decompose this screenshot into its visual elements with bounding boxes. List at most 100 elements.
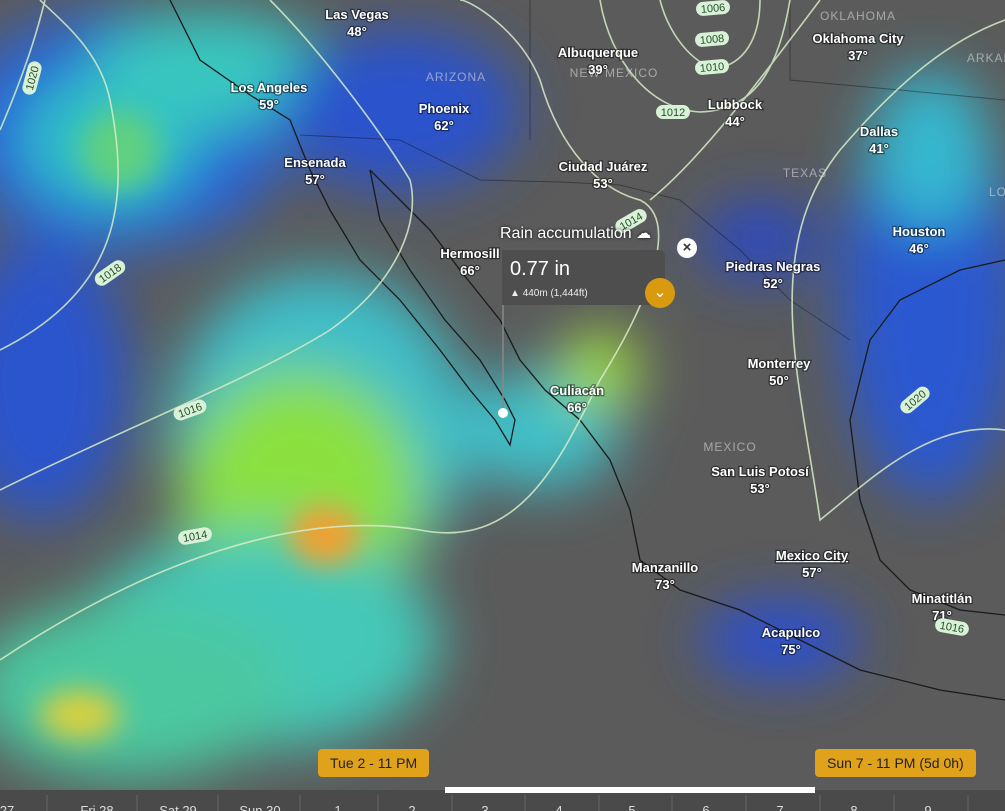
- isobar-value: 1014: [182, 529, 208, 545]
- city-temp: 57°: [305, 172, 325, 187]
- city-temp: 52°: [763, 276, 783, 291]
- city-name: Piedras Negras: [726, 259, 821, 274]
- region-label: NEW MEXICO: [570, 66, 659, 80]
- popup-value: 0.77 in: [510, 258, 571, 280]
- isobar-value: 1010: [699, 61, 724, 75]
- city-temp: 57°: [802, 565, 822, 580]
- popup-title: Rain accumulation ☁: [500, 224, 651, 243]
- city-temp: 62°: [434, 118, 454, 133]
- city-temp: 50°: [769, 373, 789, 388]
- timeline-day: 9: [924, 803, 931, 811]
- city-name: Albuquerque: [558, 45, 638, 60]
- isobar-badge: [615, 209, 647, 233]
- isobar-label: 1014: [178, 527, 212, 545]
- region-label: TEXAS: [783, 166, 827, 180]
- region-label: MEXICO: [703, 440, 756, 454]
- elevation-text: 440m (1,444ft): [522, 288, 588, 299]
- isobar-badge: [94, 260, 126, 286]
- region-label: ARIZONA: [426, 70, 486, 84]
- isobar-label: 1020: [22, 61, 42, 95]
- popup-body: 0.77 in ▲ 440m (1,444ft) ⌄: [502, 250, 675, 308]
- popup-close[interactable]: ×: [677, 238, 697, 258]
- city-temp: 37°: [848, 48, 868, 63]
- popup-expand[interactable]: ⌄: [645, 278, 675, 308]
- city-name: Acapulco: [762, 625, 821, 640]
- isobar-label: 1010: [695, 59, 729, 75]
- isobar-value: 1006: [700, 2, 725, 16]
- timeline-day: 3: [481, 803, 488, 811]
- isobar-value: 1016: [939, 620, 965, 636]
- city-name: San Luis Potosí: [711, 464, 809, 479]
- coastlines: [169, 0, 1005, 701]
- city-temp: 41°: [869, 141, 889, 156]
- timeline-day: 8: [850, 803, 857, 811]
- city-name: Lubbock: [708, 97, 763, 112]
- popup-pin: [498, 408, 508, 418]
- popup: Rain accumulation ☁ × 0.77 in ▲ 440m (1,…: [500, 224, 697, 308]
- timeline-day: 6: [702, 803, 709, 811]
- region-label: OKLAHOMA: [820, 9, 896, 23]
- city-name: Dallas: [860, 124, 898, 139]
- isobar-badge: [935, 618, 969, 636]
- city-name: Manzanillo: [632, 560, 699, 575]
- isobar-label: 1008: [695, 31, 729, 47]
- timeline-range[interactable]: [445, 787, 815, 793]
- isobar-badge: [178, 527, 212, 545]
- isobar-badge: [656, 105, 690, 119]
- city-temp: 44°: [725, 114, 745, 129]
- city-temp: 48°: [347, 24, 367, 39]
- popup-elevation: ▲ 440m (1,444ft): [510, 288, 588, 299]
- city-temp: 66°: [460, 263, 480, 278]
- city-temp: 66°: [567, 400, 587, 415]
- city-temp: 59°: [259, 97, 279, 112]
- region-label: LO: [989, 185, 1005, 199]
- rain-icon: ☁: [636, 225, 652, 242]
- city-name: Phoenix: [419, 101, 470, 116]
- city-temp: 39°: [588, 62, 608, 77]
- city-name: Hermosill: [440, 246, 499, 261]
- precip-layer: [0, 10, 1005, 780]
- city-name: Culiacán: [550, 383, 604, 398]
- timeline-bar[interactable]: [0, 790, 1005, 811]
- timeline-day: 1: [334, 803, 341, 811]
- isobar-badge: [22, 61, 42, 95]
- timeline-end[interactable]: Sun 7 - 11 PM (5d 0h): [815, 749, 976, 777]
- timeline-day: 27: [0, 803, 14, 811]
- popup-title-text: Rain accumulation: [500, 225, 632, 242]
- city-name: Oklahoma City: [812, 31, 904, 46]
- region-label: ARKAN: [967, 51, 1005, 65]
- isobar-value: 1008: [699, 33, 724, 47]
- timeline-day: 4: [555, 803, 562, 811]
- city-name: Mexico City: [776, 548, 849, 563]
- timeline-day: Fri 28: [80, 803, 113, 811]
- city-temp: 75°: [781, 642, 801, 657]
- city-name: Las Vegas: [325, 7, 389, 22]
- isobar-badge: [900, 386, 930, 414]
- city-name: Ciudad Juárez: [559, 159, 648, 174]
- timeline-day: 7: [776, 803, 783, 811]
- isobar-label: 1016: [935, 618, 969, 636]
- city-temp: 46°: [909, 241, 929, 256]
- precip-core: [40, 110, 360, 740]
- city-temp: 73°: [655, 577, 675, 592]
- city-name: Ensenada: [284, 155, 346, 170]
- isobar-badge: [173, 399, 207, 421]
- city-temp: 53°: [750, 481, 770, 496]
- isobar-label: 1006: [696, 0, 730, 16]
- isobar-label: 1012: [656, 105, 690, 119]
- city-name: Minatitlán: [912, 591, 973, 606]
- timeline-day: Sun 30: [239, 803, 280, 811]
- isobars: [0, 0, 1005, 661]
- isobar-value: 1012: [661, 107, 685, 119]
- city-temp: 53°: [593, 176, 613, 191]
- isobar-badge: [696, 0, 730, 16]
- isobar-badge: [695, 59, 729, 75]
- timeline-day: 5: [628, 803, 635, 811]
- isobar-badge: [695, 31, 729, 47]
- timeline-day: 2: [408, 803, 415, 811]
- city-name: Monterrey: [748, 356, 812, 371]
- timeline-start[interactable]: Tue 2 - 11 PM: [318, 749, 430, 777]
- city-name: Los Angeles: [231, 80, 308, 95]
